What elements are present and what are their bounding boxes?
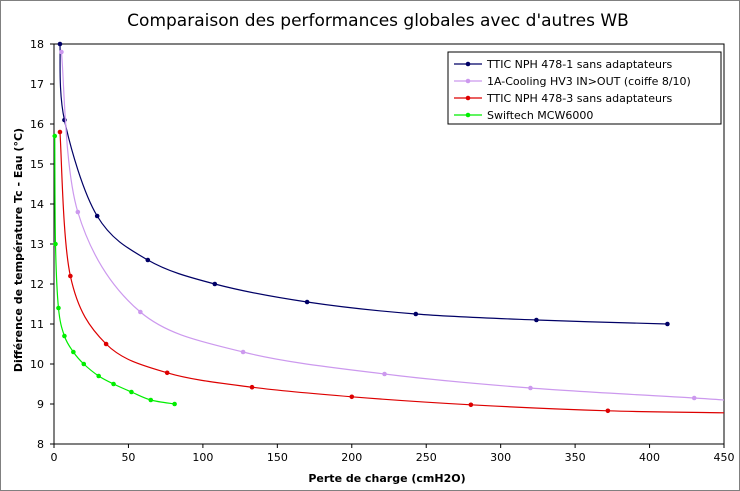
y-tick-label: 16 <box>30 118 44 131</box>
series-2 <box>57 129 725 414</box>
y-axis-label: Différence de température Tc - Eau (°C) <box>12 128 25 372</box>
series-line <box>59 131 725 414</box>
data-point <box>382 371 387 377</box>
series-lines <box>52 41 725 414</box>
x-tick-label: 450 <box>714 451 735 464</box>
data-point <box>57 129 63 135</box>
data-point <box>56 305 61 311</box>
data-point <box>53 241 58 247</box>
data-point <box>691 395 697 401</box>
data-point <box>534 317 539 323</box>
legend-entry: Swiftech MCW6000 <box>487 109 593 122</box>
data-point <box>62 333 67 339</box>
y-tick-label: 13 <box>30 238 44 251</box>
data-point <box>164 370 170 376</box>
x-tick-label: 400 <box>639 451 660 464</box>
data-point <box>59 49 64 55</box>
y-tick-label: 14 <box>30 198 44 211</box>
y-tick-label: 9 <box>37 398 44 411</box>
x-tick-label: 200 <box>341 451 362 464</box>
data-point <box>52 133 58 139</box>
data-point <box>172 401 177 407</box>
data-point <box>240 349 246 355</box>
data-point <box>349 394 355 400</box>
legend-marker <box>465 61 471 67</box>
series-1 <box>59 49 725 401</box>
y-tick-label: 12 <box>30 278 44 291</box>
series-3 <box>52 133 177 407</box>
y-tick-label: 18 <box>30 38 44 51</box>
x-tick-label: 100 <box>192 451 213 464</box>
data-point <box>148 397 154 403</box>
data-point <box>111 381 116 387</box>
legend: TTIC NPH 478-1 sans adaptateurs 1A-Coolin… <box>447 51 722 125</box>
legend-entry: TTIC NPH 478-1 sans adaptateurs <box>486 58 673 71</box>
chart-title: Comparaison des performances globales av… <box>127 11 629 31</box>
data-point <box>57 41 63 47</box>
data-point <box>71 349 76 355</box>
legend-entry: TTIC NPH 478-3 sans adaptateurs <box>486 92 673 105</box>
x-tick-label: 50 <box>121 451 135 464</box>
data-point <box>605 408 611 414</box>
y-tick-label: 11 <box>30 318 44 331</box>
x-tick-label: 250 <box>416 451 437 464</box>
data-point <box>304 299 310 305</box>
data-point <box>145 257 151 263</box>
data-point <box>96 373 101 379</box>
x-tick-label: 300 <box>490 451 511 464</box>
legend-entry: 1A-Cooling HV3 IN>OUT (coiffe 8/10) <box>487 75 691 88</box>
legend-marker <box>465 95 471 101</box>
series-line <box>59 43 668 325</box>
x-axis-label: Perte de charge (cmH2O) <box>308 472 465 485</box>
y-tick-label: 8 <box>37 438 44 451</box>
y-tick-label: 15 <box>30 158 44 171</box>
legend-marker <box>465 78 471 84</box>
data-point <box>468 402 474 408</box>
x-tick-label: 0 <box>51 451 58 464</box>
data-point <box>68 273 73 279</box>
series-line <box>54 135 175 405</box>
data-point <box>129 389 134 395</box>
data-point <box>665 321 670 327</box>
axis-ticks: 0 50 100 150 200 250 300 350 400 450 8 9 10 11 12 13 14 1… <box>30 38 735 464</box>
data-point <box>212 281 218 287</box>
data-point <box>103 341 109 347</box>
x-tick-label: 350 <box>565 451 586 464</box>
data-point <box>528 385 533 391</box>
data-point <box>75 209 81 215</box>
data-point <box>413 311 419 317</box>
data-point <box>94 213 100 219</box>
data-point <box>249 384 255 390</box>
legend-box <box>447 51 722 125</box>
legend-marker <box>465 112 471 118</box>
x-tick-label: 150 <box>267 451 288 464</box>
data-point <box>138 309 143 315</box>
data-point <box>81 361 87 367</box>
y-tick-label: 17 <box>30 78 44 91</box>
y-tick-label: 10 <box>30 358 44 371</box>
